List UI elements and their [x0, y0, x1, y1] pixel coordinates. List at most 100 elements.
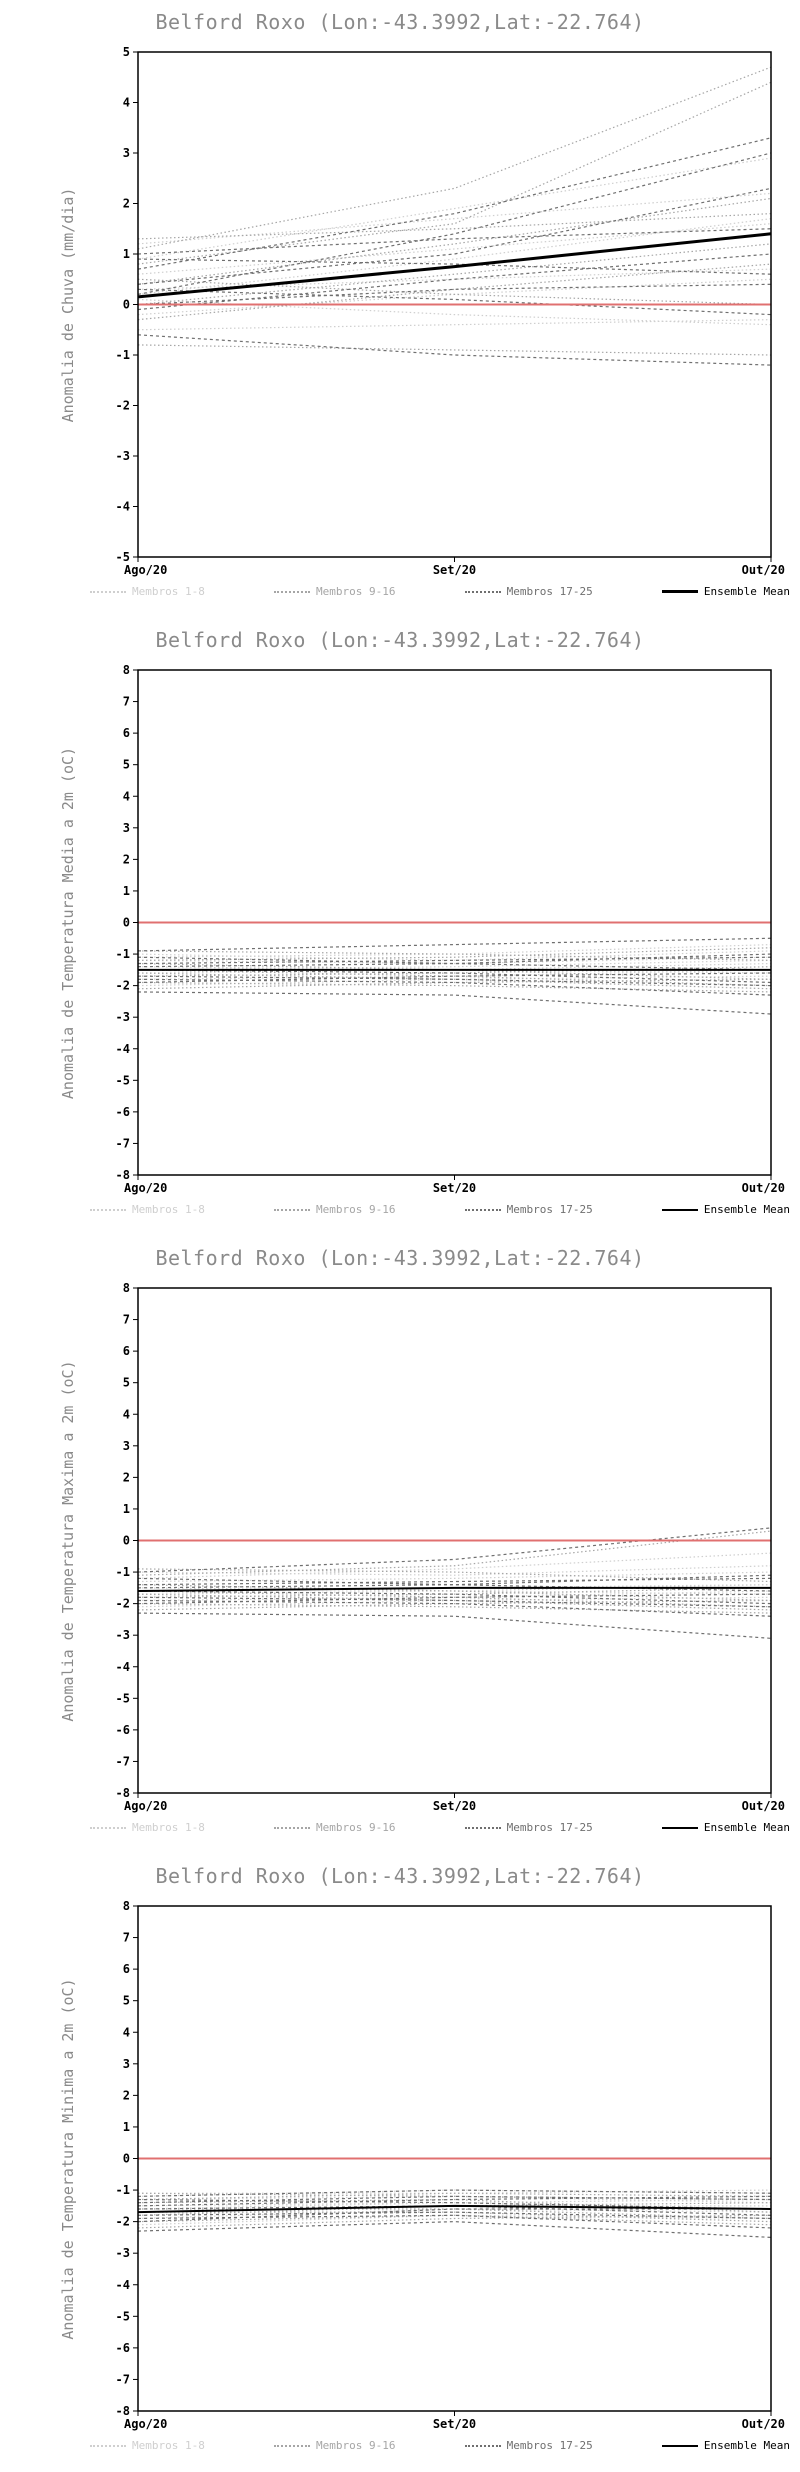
plot-area: -8 -7 -6 -5 -4 -3 -2 -1 0 1 2 3 4 5 6 7 8 Ago/20 Set/20 Out… — [116, 1281, 785, 1813]
svg-text:-7: -7 — [116, 2372, 130, 2386]
svg-text:-1: -1 — [116, 2183, 130, 2197]
svg-text:-3: -3 — [116, 1628, 130, 1642]
svg-text:-8: -8 — [116, 1168, 130, 1182]
chart-title: Belford Roxo (Lon:-43.3992,Lat:-22.764) — [155, 1864, 645, 1888]
y-axis-label: Anomalia de Chuva (mm/dia) — [59, 187, 77, 423]
svg-text:1: 1 — [123, 1502, 130, 1516]
svg-text:-4: -4 — [116, 1660, 130, 1674]
svg-text:0: 0 — [123, 2152, 130, 2166]
svg-text:-2: -2 — [116, 1597, 130, 1611]
svg-text:7: 7 — [123, 1313, 130, 1327]
legend-line-swatch — [90, 2444, 126, 2447]
legend-line-swatch — [464, 590, 501, 593]
legend-item-membros-1-8: Membros 1-8 — [90, 1203, 205, 1216]
legend-line-swatch — [661, 1208, 698, 1211]
legend-item-membros-9-16: Membros 9-16 — [274, 1203, 396, 1216]
legend-label: Ensemble Mean — [703, 585, 790, 598]
legend-line-swatch — [661, 1826, 698, 1829]
legend-line-swatch — [90, 1208, 126, 1211]
legend-item-ensemble-mean: Ensemble Mean — [661, 1821, 790, 1834]
legend-item-membros-1-8: Membros 1-8 — [90, 2439, 205, 2452]
chart-title: Belford Roxo (Lon:-43.3992,Lat:-22.764) — [155, 628, 645, 652]
svg-text:-4: -4 — [116, 500, 130, 514]
svg-text:7: 7 — [123, 1931, 130, 1945]
svg-text:-2: -2 — [116, 399, 130, 413]
svg-text:-8: -8 — [116, 1786, 130, 1800]
svg-text:Set/20: Set/20 — [433, 1799, 476, 1813]
svg-text:2: 2 — [123, 852, 130, 866]
svg-text:8: 8 — [123, 1899, 130, 1913]
svg-text:-1: -1 — [116, 348, 130, 362]
svg-text:-1: -1 — [116, 1565, 130, 1579]
chart-title: Belford Roxo (Lon:-43.3992,Lat:-22.764) — [155, 10, 645, 34]
svg-text:7: 7 — [123, 695, 130, 709]
chart-panel-temp-minima: Belford Roxo (Lon:-43.3992,Lat:-22.764) … — [0, 1854, 800, 2472]
legend-line-swatch — [661, 590, 698, 593]
svg-text:Set/20: Set/20 — [433, 2417, 476, 2431]
svg-text:Out/20: Out/20 — [742, 2417, 785, 2431]
svg-text:8: 8 — [123, 1281, 130, 1295]
svg-text:1: 1 — [123, 2120, 130, 2134]
svg-text:6: 6 — [123, 1344, 130, 1358]
legend-item-membros-9-16: Membros 9-16 — [274, 2439, 396, 2452]
svg-text:5: 5 — [123, 1376, 130, 1390]
svg-text:4: 4 — [123, 2025, 130, 2039]
svg-text:1: 1 — [123, 884, 130, 898]
legend-label: Membros 9-16 — [316, 2439, 396, 2452]
svg-text:-6: -6 — [116, 1105, 130, 1119]
svg-text:6: 6 — [123, 1962, 130, 1976]
legend-label: Membros 1-8 — [132, 585, 205, 598]
legend-item-membros-9-16: Membros 9-16 — [274, 1821, 396, 1834]
legend-label: Membros 1-8 — [132, 2439, 205, 2452]
svg-text:3: 3 — [123, 1439, 130, 1453]
svg-text:-5: -5 — [116, 1073, 130, 1087]
legend-line-swatch — [661, 2444, 698, 2447]
legend: Membros 1-8 Membros 9-16 Membros 17-25 E… — [90, 2439, 790, 2452]
legend-line-swatch — [90, 1826, 126, 1829]
chart-panel-precipitation: Belford Roxo (Lon:-43.3992,Lat:-22.764) … — [0, 0, 800, 618]
plot-area: -8 -7 -6 -5 -4 -3 -2 -1 0 1 2 3 4 5 6 7 8 Ago/20 Set/20 Out… — [116, 1899, 785, 2431]
svg-text:Out/20: Out/20 — [742, 1181, 785, 1195]
svg-text:Out/20: Out/20 — [742, 1799, 785, 1813]
svg-text:Ago/20: Ago/20 — [124, 1799, 167, 1813]
legend-label: Membros 9-16 — [316, 1203, 396, 1216]
svg-text:-3: -3 — [116, 449, 130, 463]
svg-text:2: 2 — [123, 2088, 130, 2102]
svg-text:3: 3 — [123, 2057, 130, 2071]
svg-text:0: 0 — [123, 1534, 130, 1548]
y-axis-label: Anomalia de Temperatura Maxima a 2m (oC) — [59, 1360, 77, 1722]
svg-text:-4: -4 — [116, 1042, 130, 1056]
legend-item-membros-17-25: Membros 17-25 — [464, 1203, 593, 1216]
legend-item-membros-17-25: Membros 17-25 — [464, 2439, 593, 2452]
plot-area: -8 -7 -6 -5 -4 -3 -2 -1 0 1 2 3 4 5 6 7 8 Ago/20 Set/20 Out… — [116, 663, 785, 1195]
svg-text:-5: -5 — [116, 2309, 130, 2323]
legend-item-membros-1-8: Membros 1-8 — [90, 585, 205, 598]
svg-text:Set/20: Set/20 — [433, 563, 476, 577]
svg-text:Ago/20: Ago/20 — [124, 563, 167, 577]
legend-line-swatch — [464, 1208, 501, 1211]
svg-text:-2: -2 — [116, 979, 130, 993]
legend-line-swatch — [274, 590, 311, 593]
svg-text:-5: -5 — [116, 550, 130, 564]
svg-text:-3: -3 — [116, 2246, 130, 2260]
svg-text:-1: -1 — [116, 947, 130, 961]
legend-line-swatch — [274, 2444, 311, 2447]
svg-text:5: 5 — [123, 45, 130, 59]
legend-label: Membros 9-16 — [316, 585, 396, 598]
legend-line-swatch — [464, 1826, 501, 1829]
legend-label: Ensemble Mean — [703, 2439, 790, 2452]
svg-text:3: 3 — [123, 821, 130, 835]
legend-item-membros-1-8: Membros 1-8 — [90, 1821, 205, 1834]
svg-text:1: 1 — [123, 247, 130, 261]
svg-text:4: 4 — [123, 96, 130, 110]
svg-text:-5: -5 — [116, 1691, 130, 1705]
legend-label: Membros 17-25 — [506, 2439, 593, 2452]
legend-label: Ensemble Mean — [703, 1203, 790, 1216]
svg-text:-4: -4 — [116, 2278, 130, 2292]
svg-text:8: 8 — [123, 663, 130, 677]
legend: Membros 1-8 Membros 9-16 Membros 17-25 E… — [90, 585, 790, 598]
legend-item-ensemble-mean: Ensemble Mean — [661, 585, 790, 598]
legend-line-swatch — [464, 2444, 501, 2447]
legend-item-ensemble-mean: Ensemble Mean — [661, 2439, 790, 2452]
legend-label: Ensemble Mean — [703, 1821, 790, 1834]
